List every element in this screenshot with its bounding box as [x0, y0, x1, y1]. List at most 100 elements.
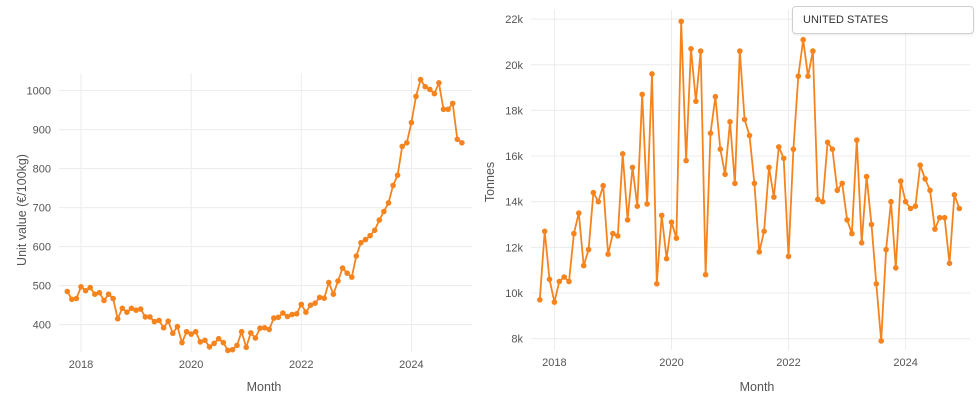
data-point[interactable]	[137, 306, 144, 312]
data-point[interactable]	[422, 83, 429, 90]
country-filter-select[interactable]: UNITED STATES	[792, 6, 974, 34]
unit-value-y-axis-title: Unit value (€/100kg)	[15, 154, 29, 266]
data-point[interactable]	[215, 335, 222, 342]
data-point[interactable]	[303, 309, 309, 316]
data-point[interactable]	[183, 328, 190, 335]
data-point[interactable]	[188, 331, 194, 337]
data-point[interactable]	[275, 314, 282, 321]
data-point[interactable]	[293, 311, 300, 317]
data-point[interactable]	[417, 76, 424, 83]
data-point[interactable]	[404, 140, 410, 146]
y-tick-label: 400	[33, 320, 51, 332]
data-point[interactable]	[114, 316, 121, 322]
data-point[interactable]	[238, 328, 245, 335]
data-point[interactable]	[156, 317, 162, 324]
data-point[interactable]	[257, 325, 263, 332]
data-point[interactable]	[298, 301, 305, 308]
data-point[interactable]	[445, 106, 451, 113]
data-point[interactable]	[289, 311, 295, 318]
data-point[interactable]	[229, 346, 236, 353]
data-point[interactable]	[431, 90, 438, 97]
data-point[interactable]	[358, 239, 364, 246]
data-point[interactable]	[454, 136, 461, 143]
data-point[interactable]	[179, 339, 185, 346]
data-point[interactable]	[316, 294, 323, 301]
data-point[interactable]	[339, 265, 346, 271]
data-point[interactable]	[307, 302, 314, 309]
data-point[interactable]	[252, 335, 259, 341]
data-point[interactable]	[69, 296, 75, 303]
data-point[interactable]	[321, 295, 328, 302]
data-point[interactable]	[459, 140, 465, 146]
data-point[interactable]	[394, 172, 401, 178]
data-point[interactable]	[335, 278, 341, 284]
data-point[interactable]	[436, 80, 442, 86]
data-point[interactable]	[220, 339, 227, 346]
data-point[interactable]	[344, 270, 351, 277]
data-point[interactable]	[371, 227, 378, 234]
data-point[interactable]	[73, 295, 80, 302]
data-point[interactable]	[160, 325, 167, 331]
data-point[interactable]	[101, 297, 107, 304]
data-point[interactable]	[326, 279, 332, 286]
data-point[interactable]	[170, 330, 176, 337]
data-point[interactable]	[266, 326, 273, 333]
data-point[interactable]	[440, 106, 447, 113]
data-point[interactable]	[197, 339, 204, 345]
data-point[interactable]	[284, 313, 291, 320]
data-point[interactable]	[192, 328, 199, 335]
data-point[interactable]	[64, 288, 71, 295]
data-point[interactable]	[211, 340, 217, 347]
data-point[interactable]	[376, 217, 383, 223]
country-filter-value: UNITED STATES	[803, 14, 889, 26]
data-point[interactable]	[225, 347, 231, 354]
data-point[interactable]	[408, 119, 415, 126]
data-point[interactable]	[271, 315, 277, 321]
data-point[interactable]	[78, 284, 84, 290]
data-point[interactable]	[449, 100, 456, 107]
data-point[interactable]	[261, 325, 268, 331]
data-point[interactable]	[133, 307, 139, 314]
unit-value-series	[64, 76, 465, 354]
data-point[interactable]	[124, 309, 130, 316]
data-point[interactable]	[96, 289, 103, 296]
x-tick-label: 2024	[399, 359, 423, 371]
data-point[interactable]	[243, 344, 249, 351]
data-point[interactable]	[381, 208, 387, 215]
data-point[interactable]	[353, 253, 360, 259]
data-point[interactable]	[151, 318, 158, 325]
data-point[interactable]	[206, 344, 213, 350]
data-point[interactable]	[367, 232, 373, 239]
data-point[interactable]	[92, 291, 98, 298]
data-point[interactable]	[280, 310, 286, 316]
data-point[interactable]	[110, 295, 116, 302]
data-point[interactable]	[105, 291, 112, 298]
x-tick-label: 2022	[289, 359, 313, 371]
data-point[interactable]	[362, 236, 369, 243]
data-point[interactable]	[427, 86, 433, 93]
data-point[interactable]	[142, 314, 149, 320]
y-tick-label: 500	[33, 281, 51, 293]
data-point[interactable]	[202, 337, 208, 344]
y-tick-label: 600	[33, 242, 51, 254]
data-point[interactable]	[385, 200, 392, 206]
data-point[interactable]	[234, 342, 240, 349]
data-point[interactable]	[87, 284, 93, 291]
data-point[interactable]	[119, 305, 126, 312]
data-point[interactable]	[174, 323, 181, 330]
data-point[interactable]	[128, 305, 135, 312]
data-point[interactable]	[330, 291, 337, 298]
y-tick-label: 900	[33, 125, 51, 137]
unit-value-x-axis-title: Month	[247, 380, 282, 394]
data-point[interactable]	[165, 318, 171, 325]
data-point[interactable]	[312, 300, 318, 307]
data-point[interactable]	[413, 93, 419, 100]
data-point[interactable]	[349, 274, 355, 280]
data-point[interactable]	[390, 182, 396, 189]
data-point[interactable]	[399, 143, 406, 150]
data-point[interactable]	[82, 287, 89, 294]
unit-value-y-tick-labels: 400 500 600 700 800 900 1000	[27, 86, 51, 332]
data-point[interactable]	[147, 314, 153, 320]
data-point[interactable]	[248, 330, 254, 336]
